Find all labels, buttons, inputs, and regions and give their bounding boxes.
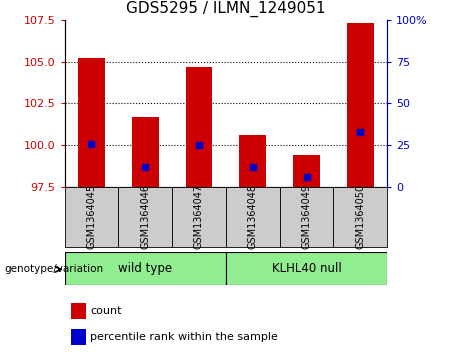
Text: GSM1364045: GSM1364045 bbox=[86, 184, 96, 249]
Text: KLHL40 null: KLHL40 null bbox=[272, 262, 342, 275]
FancyBboxPatch shape bbox=[226, 187, 280, 247]
Bar bbox=[78, 58, 105, 187]
Text: GSM1364049: GSM1364049 bbox=[301, 184, 312, 249]
Bar bbox=[293, 155, 320, 187]
FancyBboxPatch shape bbox=[65, 187, 118, 247]
Title: GDS5295 / ILMN_1249051: GDS5295 / ILMN_1249051 bbox=[126, 1, 325, 17]
Text: genotype/variation: genotype/variation bbox=[5, 264, 104, 274]
Text: GSM1364048: GSM1364048 bbox=[248, 184, 258, 249]
FancyBboxPatch shape bbox=[118, 187, 172, 247]
FancyBboxPatch shape bbox=[172, 187, 226, 247]
Bar bbox=[132, 117, 159, 187]
Text: GSM1364050: GSM1364050 bbox=[355, 184, 366, 249]
Text: percentile rank within the sample: percentile rank within the sample bbox=[90, 332, 278, 342]
FancyBboxPatch shape bbox=[280, 187, 333, 247]
Bar bbox=[239, 135, 266, 187]
Bar bbox=[71, 329, 86, 345]
Text: GSM1364046: GSM1364046 bbox=[140, 184, 150, 249]
FancyBboxPatch shape bbox=[226, 252, 387, 285]
Bar bbox=[71, 303, 86, 319]
Text: count: count bbox=[90, 306, 122, 316]
FancyBboxPatch shape bbox=[65, 252, 226, 285]
Text: wild type: wild type bbox=[118, 262, 172, 275]
FancyBboxPatch shape bbox=[333, 187, 387, 247]
Bar bbox=[185, 67, 213, 187]
Text: GSM1364047: GSM1364047 bbox=[194, 184, 204, 249]
Bar bbox=[347, 23, 374, 187]
